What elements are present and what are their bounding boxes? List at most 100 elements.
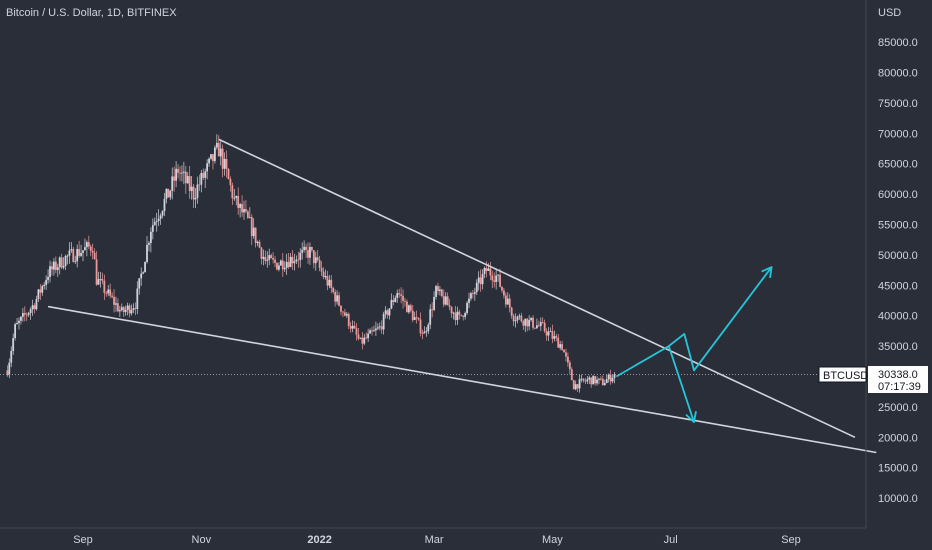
candle: [219, 141, 222, 166]
candle-body: [407, 305, 410, 313]
candle: [217, 135, 220, 157]
candle-body: [477, 277, 480, 283]
candle: [93, 248, 96, 260]
candle: [301, 242, 304, 260]
candle: [456, 306, 459, 325]
candle-body: [320, 267, 323, 272]
candle-body: [200, 172, 203, 185]
candle: [144, 261, 146, 273]
candle-body: [437, 286, 439, 292]
candle-body: [570, 369, 573, 381]
candle-body: [175, 168, 178, 181]
candle: [47, 269, 49, 284]
trendline-upper[interactable]: [218, 138, 856, 439]
price-tick-label: 10000.0: [878, 493, 918, 505]
candle-body: [10, 350, 13, 363]
candle: [291, 250, 294, 270]
candle: [262, 249, 265, 266]
candle-body: [332, 288, 335, 293]
candle: [530, 317, 532, 322]
candle-body: [594, 376, 596, 384]
candle-body: [537, 325, 540, 327]
candle: [543, 319, 546, 333]
candle-body: [25, 314, 28, 316]
candle-body: [402, 295, 404, 301]
candle: [293, 253, 296, 271]
candle-body: [188, 176, 191, 191]
candle-body: [541, 322, 544, 324]
candle-body: [543, 322, 546, 331]
price-axis[interactable]: 85000.0 80000.0 75000.0 70000.0 65000.0 60000…: [878, 37, 918, 505]
candle: [357, 328, 360, 341]
candle-body: [466, 302, 468, 314]
candle: [314, 251, 317, 271]
candle: [182, 161, 185, 185]
candle: [214, 145, 216, 164]
candle-body: [212, 154, 214, 162]
candle-body: [605, 379, 608, 384]
candle-body: [91, 250, 94, 253]
candle-body: [113, 296, 115, 305]
candle-body: [330, 279, 333, 289]
candle: [489, 261, 492, 281]
price-tick-label: 65000.0: [878, 159, 918, 171]
candle: [382, 311, 385, 335]
candle-body: [246, 211, 249, 218]
candle: [481, 269, 484, 290]
candle: [340, 305, 342, 316]
candle-body: [471, 293, 474, 294]
candle: [305, 243, 307, 259]
time-axis[interactable]: Sep Nov 2022 Mar May Jul Sep: [73, 534, 801, 546]
candle: [415, 310, 418, 324]
candle: [140, 267, 143, 286]
candle: [208, 157, 210, 167]
candle: [64, 254, 67, 270]
candle: [16, 318, 18, 325]
candle-body: [74, 261, 77, 263]
candle: [142, 271, 145, 275]
candle-body: [214, 147, 216, 162]
candle-body: [390, 299, 393, 309]
projection-path-bearish[interactable]: [667, 345, 695, 423]
candle: [43, 281, 46, 290]
candle: [105, 291, 108, 297]
candle-body: [72, 249, 75, 262]
candle: [417, 317, 420, 321]
candle-body: [223, 158, 226, 169]
candle: [464, 311, 467, 320]
candle: [386, 308, 389, 319]
drawings-layer[interactable]: [47, 138, 877, 454]
projection-path-bullish[interactable]: [615, 266, 773, 378]
candle-body: [16, 323, 18, 325]
candle-body: [169, 190, 172, 198]
candle-body: [149, 231, 152, 243]
price-tick-label: 45000.0: [878, 280, 918, 292]
candle: [588, 375, 591, 385]
candle-body: [148, 242, 150, 245]
candle: [190, 176, 193, 200]
candle: [18, 317, 20, 330]
candle: [268, 248, 271, 266]
candle: [134, 302, 137, 316]
candle-body: [194, 197, 197, 200]
candle: [169, 189, 172, 201]
candle: [576, 383, 579, 392]
candle: [237, 187, 240, 215]
trendline-lower[interactable]: [47, 305, 877, 454]
candle-body: [411, 310, 414, 321]
candle: [603, 379, 606, 386]
price-tick-label: 80000.0: [878, 68, 918, 80]
candle: [223, 152, 226, 176]
candle: [248, 207, 251, 219]
candle-body: [49, 266, 51, 277]
candle: [37, 289, 40, 302]
candle: [186, 171, 189, 184]
candle-body: [136, 288, 139, 309]
candle-body: [130, 309, 133, 314]
candle-body: [27, 312, 30, 315]
candle: [402, 289, 404, 309]
candle: [155, 212, 158, 232]
candle: [153, 217, 156, 226]
candle: [520, 312, 523, 323]
